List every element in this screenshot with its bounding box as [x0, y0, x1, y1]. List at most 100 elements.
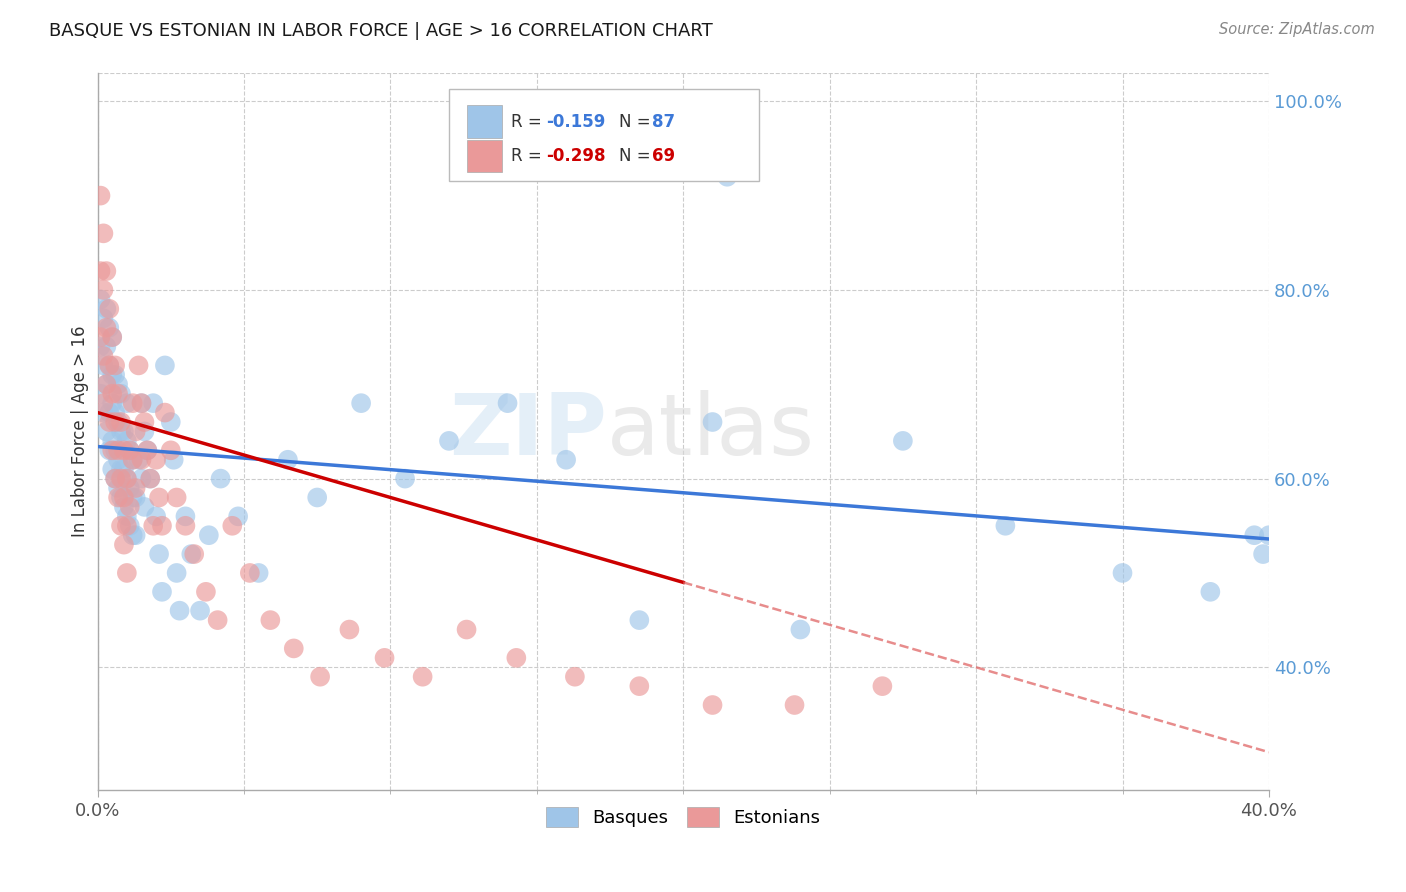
Point [98, 320, 121, 334]
Point [118, 443, 141, 458]
Point [259, 613, 281, 627]
Point [89, 188, 111, 202]
Point [163, 452, 186, 467]
Point [628, 679, 651, 693]
Point [115, 396, 138, 410]
Point [93, 406, 115, 420]
Point [412, 670, 434, 684]
Point [145, 509, 167, 524]
Point [124, 425, 146, 439]
Point [456, 623, 478, 637]
Point [142, 396, 165, 410]
FancyBboxPatch shape [467, 140, 502, 172]
Point [93, 283, 115, 297]
Point [702, 698, 724, 712]
Point [789, 623, 811, 637]
Y-axis label: In Labor Force | Age > 16: In Labor Force | Age > 16 [72, 326, 89, 537]
Point [716, 169, 738, 184]
Point [247, 566, 270, 580]
Point [891, 434, 914, 448]
Point [1251, 547, 1274, 561]
Point [394, 472, 416, 486]
Point [198, 528, 221, 542]
Point [110, 472, 132, 486]
Point [124, 491, 146, 505]
Point [101, 434, 124, 448]
Point [107, 377, 129, 392]
Point [169, 604, 191, 618]
Point [496, 396, 519, 410]
Point [93, 396, 115, 410]
Point [96, 377, 118, 392]
Point [110, 462, 132, 476]
Point [89, 340, 111, 354]
Point [183, 547, 205, 561]
Point [188, 604, 211, 618]
Point [194, 584, 217, 599]
Text: R =: R = [510, 112, 541, 131]
Text: ZIP: ZIP [450, 390, 607, 473]
Point [872, 679, 894, 693]
Point [107, 491, 129, 505]
Point [96, 264, 118, 278]
Text: N =: N = [619, 112, 651, 131]
Point [121, 452, 143, 467]
Point [107, 386, 129, 401]
Point [93, 359, 115, 373]
Point [131, 452, 153, 467]
Text: 87: 87 [651, 112, 675, 131]
Point [96, 320, 118, 334]
Point [112, 443, 135, 458]
Point [104, 443, 127, 458]
Text: R =: R = [510, 147, 541, 165]
Point [350, 396, 373, 410]
Point [89, 330, 111, 344]
Point [93, 311, 115, 326]
Point [134, 415, 156, 429]
Point [309, 670, 332, 684]
Point [112, 500, 135, 514]
Point [128, 359, 150, 373]
Text: Source: ZipAtlas.com: Source: ZipAtlas.com [1219, 22, 1375, 37]
Point [134, 425, 156, 439]
Point [174, 518, 197, 533]
Point [112, 425, 135, 439]
Point [437, 434, 460, 448]
Point [98, 415, 121, 429]
Point [110, 518, 132, 533]
Point [101, 396, 124, 410]
Point [107, 443, 129, 458]
Legend: Basques, Estonians: Basques, Estonians [538, 799, 828, 835]
Point [121, 491, 143, 505]
Point [115, 509, 138, 524]
Point [104, 359, 127, 373]
Point [98, 359, 121, 373]
Point [374, 650, 396, 665]
Point [1258, 528, 1281, 542]
Point [994, 518, 1017, 533]
Point [110, 425, 132, 439]
Point [89, 386, 111, 401]
Point [112, 491, 135, 505]
Point [159, 415, 181, 429]
Point [98, 359, 121, 373]
Point [115, 518, 138, 533]
Point [628, 613, 651, 627]
Point [104, 472, 127, 486]
Point [101, 386, 124, 401]
Point [166, 491, 188, 505]
Point [128, 452, 150, 467]
Point [110, 491, 132, 505]
Point [783, 698, 806, 712]
Point [115, 472, 138, 486]
Point [107, 415, 129, 429]
Point [96, 340, 118, 354]
Point [98, 443, 121, 458]
Point [145, 452, 167, 467]
Point [112, 538, 135, 552]
FancyBboxPatch shape [467, 105, 502, 137]
Point [96, 377, 118, 392]
Point [89, 293, 111, 307]
Point [153, 406, 176, 420]
Point [107, 481, 129, 495]
